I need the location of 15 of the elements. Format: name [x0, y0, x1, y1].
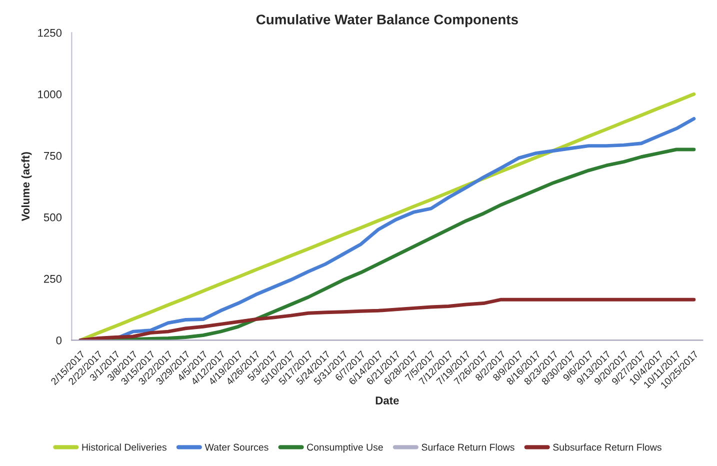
y-tick-label: 750 [44, 152, 62, 160]
legend-label: Water Sources [204, 444, 268, 451]
chart-title: Cumulative Water Balance Components [256, 14, 518, 28]
y-tick-label: 500 [44, 213, 62, 222]
y-tick-label: 250 [44, 274, 62, 283]
line-series [78, 298, 696, 340]
y-axis-title: Volume (acft) [21, 152, 32, 222]
legend-label: Historical Deliveries [82, 444, 166, 451]
y-tick-label: 1000 [38, 90, 62, 98]
legend-label: Subsurface Return Flows [553, 444, 662, 451]
y-tick-label: 1250 [38, 28, 62, 37]
legend-label: Surface Return Flows [422, 444, 514, 451]
legend-label: Consumptive Use [307, 444, 383, 453]
x-axis-title: Date [376, 396, 399, 404]
y-tick-label: 0 [56, 336, 62, 344]
